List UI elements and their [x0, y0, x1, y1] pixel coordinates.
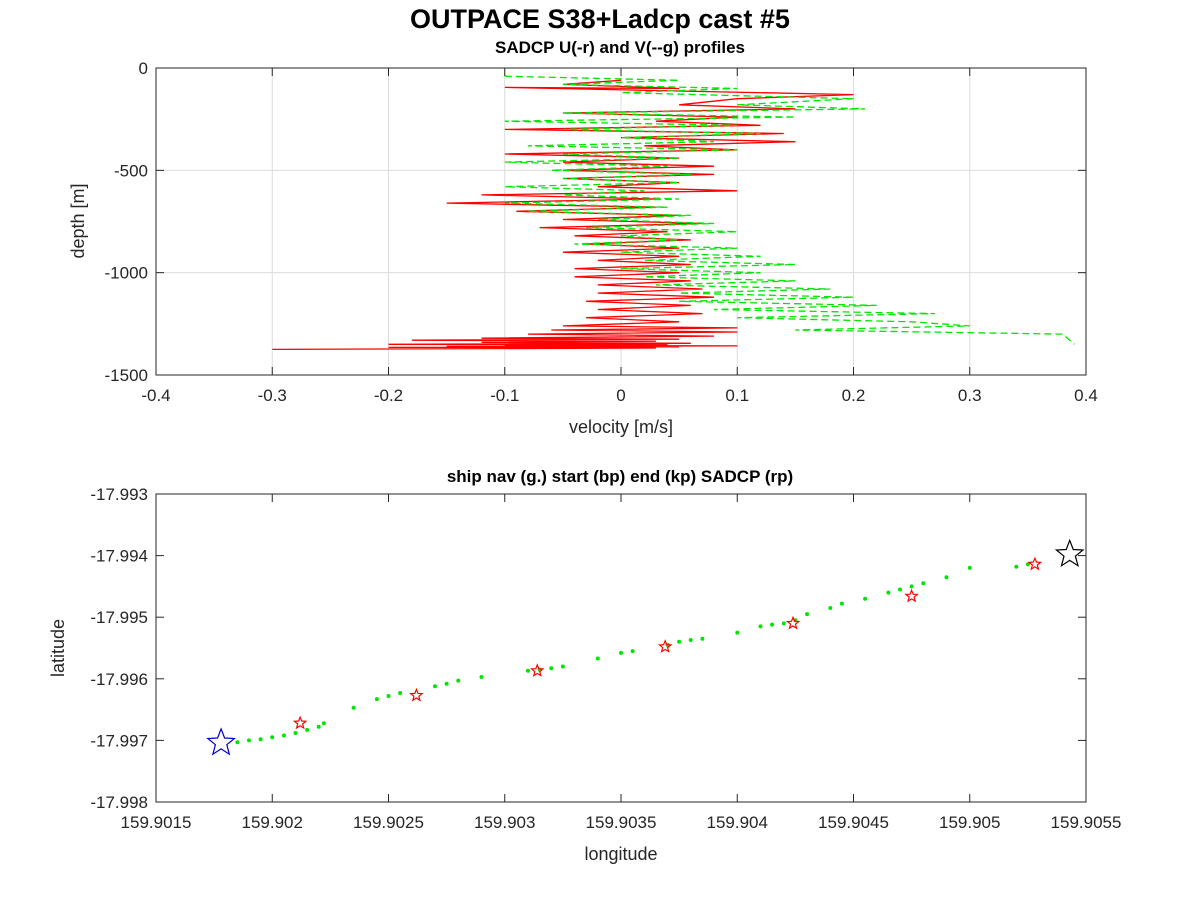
nav-point-28 — [735, 630, 740, 635]
nav-ylabel: latitude — [48, 619, 68, 677]
nav-point-36 — [863, 596, 868, 601]
nav-point-19 — [549, 666, 554, 671]
nav-point-2 — [258, 737, 263, 742]
nav-point-23 — [630, 649, 635, 654]
profile-series-line-1 — [504, 75, 1075, 345]
profile-ytick-label-0: 0 — [139, 59, 148, 78]
profile-xtick-label-1: -0.3 — [258, 386, 287, 405]
profile-ytick-label-2: -1000 — [105, 264, 148, 283]
nav-point-3 — [270, 735, 275, 740]
nav-point-6 — [305, 727, 310, 732]
nav-axes-box — [155, 493, 1087, 803]
nav-point-5 — [293, 731, 298, 735]
nav-point-21 — [595, 656, 600, 661]
nav-series — [206, 538, 1085, 756]
nav-title: ship nav (g.) start (bp) end (kp) SADCP … — [447, 467, 793, 486]
nav-xtick-label-6: 159.9045 — [818, 813, 889, 832]
nav-xtick-label-0: 159.9015 — [121, 813, 192, 832]
profile-xtick-label-6: 0.2 — [842, 386, 866, 405]
nav-xtick-label-3: 159.903 — [474, 813, 535, 832]
nav-point-14 — [444, 681, 449, 686]
nav-point-25 — [677, 639, 682, 644]
nav-point-20 — [560, 664, 565, 669]
sadcp-star-0 — [292, 715, 308, 730]
nav-xtick-label-7: 159.905 — [939, 813, 1000, 832]
profile-xtick-label-2: -0.2 — [374, 386, 403, 405]
nav-point-33 — [805, 612, 809, 617]
nav-point-9 — [351, 705, 356, 710]
nav-point-39 — [909, 584, 914, 589]
nav-point-0 — [235, 740, 240, 745]
nav-point-4 — [281, 733, 286, 738]
nav-point-38 — [898, 587, 902, 592]
profile-ticks: -0.4 -0.3 -0.2 -0.1 0 0.1 0.2 0.3 0.4 0 -500 -1000 -… — [105, 59, 1098, 405]
nav-ticks: 159.9015 159.902 159.9025 159.903 159.9035 15… — [90, 485, 1121, 832]
nav-ytick-label-5: -17.998 — [90, 793, 148, 812]
nav-point-16 — [479, 675, 484, 679]
profile-xtick-label-5: 0.1 — [725, 386, 749, 405]
nav-point-17 — [526, 668, 530, 673]
nav-point-40 — [921, 581, 926, 586]
nav-point-27 — [700, 636, 705, 641]
figure-title: OUTPACE S38+Ladcp cast #5 — [410, 4, 790, 34]
profile-title: SADCP U(-r) and V(--g) profiles — [495, 38, 745, 57]
nav-point-29 — [758, 624, 763, 629]
nav-point-12 — [398, 691, 403, 695]
nav-ytick-label-0: -17.993 — [90, 485, 148, 504]
nav-point-11 — [386, 694, 391, 698]
nav-point-8 — [321, 721, 326, 726]
nav-point-22 — [619, 650, 623, 655]
sadcp-star-5 — [904, 588, 919, 603]
profile-xtick-label-7: 0.3 — [958, 386, 982, 405]
nav-point-26 — [688, 638, 693, 642]
sadcp-star-4 — [785, 615, 801, 630]
nav-point-1 — [247, 738, 251, 743]
nav-ytick-label-3: -17.996 — [90, 670, 148, 689]
end-star — [1054, 538, 1085, 568]
nav-point-42 — [967, 565, 972, 570]
profile-panel: SADCP U(-r) and V(--g) profiles -0.4 -0.3… — [68, 38, 1098, 437]
profile-xtick-label-3: -0.1 — [490, 386, 519, 405]
nav-xtick-label-4: 159.9035 — [586, 813, 657, 832]
sadcp-star-6 — [1027, 556, 1043, 571]
nav-xtick-label-8: 159.9055 — [1051, 813, 1122, 832]
profile-xlabel: velocity [m/s] — [569, 417, 673, 437]
profile-xtick-label-0: -0.4 — [141, 386, 170, 405]
profile-ylabel: depth [m] — [68, 183, 88, 258]
nav-point-31 — [781, 621, 786, 626]
nav-point-15 — [456, 678, 461, 683]
nav-point-43 — [1014, 564, 1019, 569]
profile-ytick-label-1: -500 — [114, 161, 148, 180]
nav-point-44 — [1025, 562, 1030, 567]
start-star — [206, 727, 236, 756]
nav-ytick-label-1: -17.994 — [90, 547, 148, 566]
sadcp-star-3 — [657, 639, 673, 653]
nav-point-13 — [433, 684, 437, 689]
nav-panel: ship nav (g.) start (bp) end (kp) SADCP … — [48, 467, 1121, 864]
nav-point-34 — [828, 606, 833, 610]
nav-xtick-label-2: 159.9025 — [353, 813, 424, 832]
profile-ytick-label-3: -1500 — [105, 366, 148, 385]
nav-point-37 — [886, 590, 891, 595]
nav-ytick-label-4: -17.997 — [90, 731, 148, 750]
nav-point-30 — [770, 622, 775, 627]
profile-series — [272, 75, 1075, 351]
nav-xlabel: longitude — [584, 844, 657, 864]
sadcp-star-2 — [530, 663, 545, 677]
nav-ytick-label-2: -17.995 — [90, 608, 148, 627]
nav-point-41 — [944, 575, 949, 580]
nav-point-10 — [374, 697, 379, 702]
profile-xtick-label-8: 0.4 — [1074, 386, 1098, 405]
nav-xtick-label-5: 159.904 — [707, 813, 768, 832]
sadcp-star-1 — [409, 687, 424, 702]
nav-point-7 — [316, 724, 321, 729]
nav-point-35 — [839, 601, 844, 606]
nav-xtick-label-1: 159.902 — [242, 813, 303, 832]
profile-series-line-0 — [272, 79, 854, 351]
profile-xtick-label-4: 0 — [616, 386, 625, 405]
